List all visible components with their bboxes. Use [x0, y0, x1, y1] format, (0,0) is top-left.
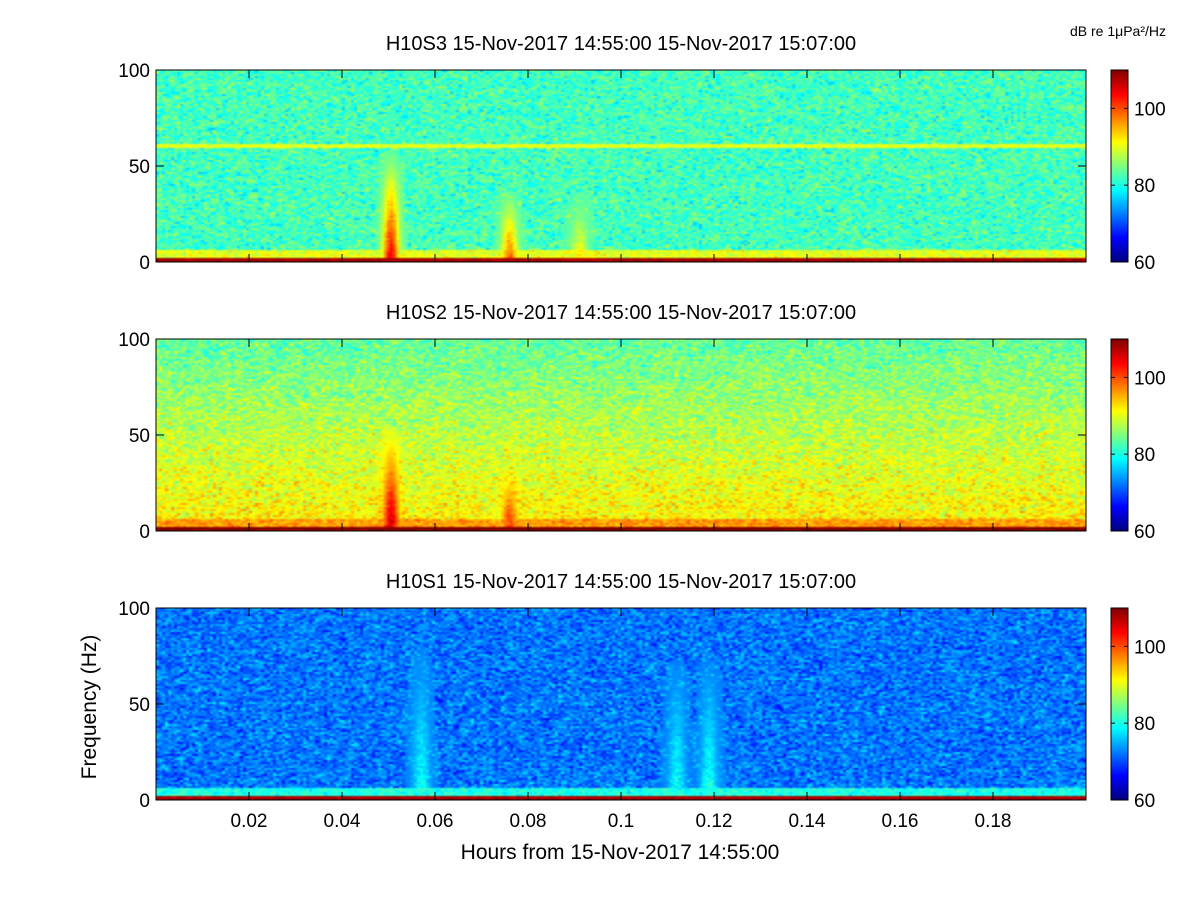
- colorbar-tick-label: 60: [1134, 791, 1155, 812]
- panel-title: H10S2 15-Nov-2017 14:55:00 15-Nov-2017 1…: [386, 302, 856, 324]
- colorbar: [1111, 608, 1128, 800]
- colorbar-tick-label: 80: [1134, 176, 1155, 197]
- x-tick-label: 0.08: [510, 811, 547, 832]
- colorbar-frame: [1110, 69, 1129, 263]
- spectrogram-panels: H10S3 15-Nov-2017 14:55:00 15-Nov-2017 1…: [118, 33, 1165, 832]
- y-axis-label: Frequency (Hz): [78, 635, 101, 780]
- colorbar: [1111, 339, 1128, 531]
- colorbar-tick-label: 100: [1134, 637, 1166, 658]
- colorbar: [1111, 70, 1128, 262]
- x-tick-label: 0.1: [608, 811, 634, 832]
- colorbar-tick-label: 100: [1134, 368, 1166, 389]
- x-tick-label: 0.14: [789, 811, 826, 832]
- colorbar-tick-label: 80: [1134, 445, 1155, 466]
- colorbar-unit-label: dB re 1μPa²/Hz: [1070, 23, 1166, 39]
- y-tick-label: 50: [129, 695, 150, 716]
- x-tick-label: 0.18: [975, 811, 1012, 832]
- y-tick-label: 100: [118, 61, 150, 82]
- x-tick-label: 0.12: [696, 811, 733, 832]
- colorbar-frame: [1110, 607, 1129, 801]
- x-tick-label: 0.04: [324, 811, 361, 832]
- spectrogram-panel-1: H10S3 15-Nov-2017 14:55:00 15-Nov-2017 1…: [118, 33, 1165, 274]
- spectrogram-image: [156, 608, 1086, 800]
- y-tick-label: 0: [139, 253, 150, 274]
- y-tick-label: 100: [118, 599, 150, 620]
- spectrogram-image: [156, 70, 1086, 262]
- colorbar-tick-label: 60: [1134, 253, 1155, 274]
- spectrogram-panel-2: H10S2 15-Nov-2017 14:55:00 15-Nov-2017 1…: [118, 302, 1165, 543]
- colorbar-frame: [1110, 338, 1129, 532]
- x-axis-label: Hours from 15-Nov-2017 14:55:00: [461, 841, 780, 864]
- spectrogram-panel-3: H10S1 15-Nov-2017 14:55:00 15-Nov-2017 1…: [118, 571, 1165, 832]
- y-tick-label: 0: [139, 522, 150, 543]
- x-tick-label: 0.16: [882, 811, 919, 832]
- x-tick-label: 0.06: [417, 811, 454, 832]
- panel-title: H10S3 15-Nov-2017 14:55:00 15-Nov-2017 1…: [386, 33, 856, 55]
- y-tick-label: 100: [118, 330, 150, 351]
- colorbar-tick-label: 100: [1134, 99, 1166, 120]
- x-tick-label: 0.02: [231, 811, 268, 832]
- spectrogram-image: [156, 339, 1086, 531]
- colorbar-tick-label: 60: [1134, 522, 1155, 543]
- y-tick-label: 50: [129, 157, 150, 178]
- y-tick-label: 50: [129, 426, 150, 447]
- colorbar-tick-label: 80: [1134, 714, 1155, 735]
- panel-title: H10S1 15-Nov-2017 14:55:00 15-Nov-2017 1…: [386, 571, 856, 593]
- y-tick-label: 0: [139, 791, 150, 812]
